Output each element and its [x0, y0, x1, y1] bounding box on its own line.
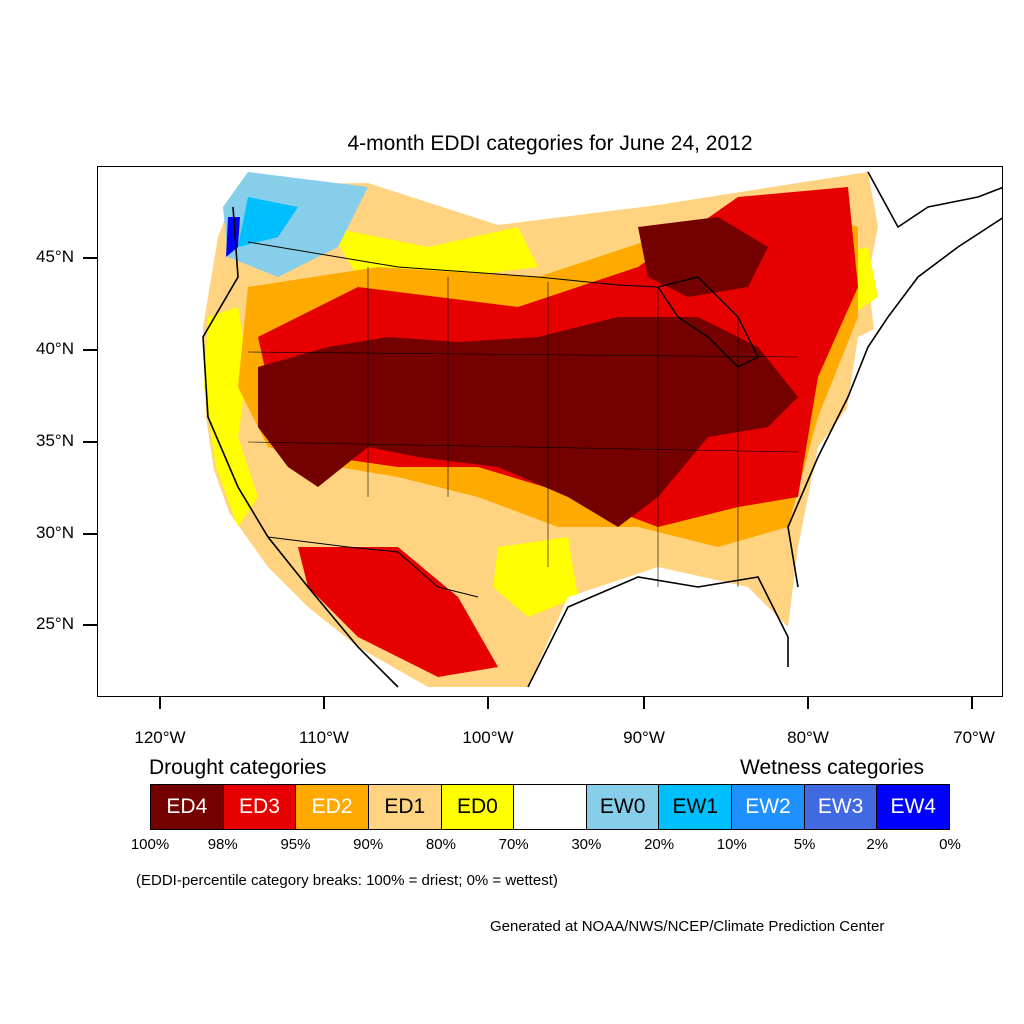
great-lakes-outline	[656, 276, 759, 368]
percentile-label: 30%	[571, 836, 602, 853]
canada-coast	[867, 171, 1002, 229]
percentile-label: 80%	[425, 836, 456, 853]
category-break-note: (EDDI-percentile category breaks: 100% =…	[136, 872, 558, 889]
coastline	[202, 206, 1002, 688]
legend-cell-ew3: EW3	[804, 785, 878, 829]
lon-tick-110	[323, 697, 325, 709]
percentile-label: 100%	[130, 836, 170, 853]
legend-cell-ed0: ED0	[441, 785, 515, 829]
ed4-great-lakes	[638, 217, 768, 297]
lat-tick-30	[83, 533, 97, 535]
state-line-5	[247, 441, 799, 453]
ed4-central	[258, 317, 798, 527]
legend-cell-ed2: ED2	[296, 785, 369, 829]
percentile-label: 20%	[644, 836, 675, 853]
ed3-mexico	[298, 547, 498, 677]
pacific-water	[98, 167, 358, 696]
us-canada-border	[247, 241, 659, 288]
legend-cell-normal	[514, 785, 587, 829]
lon-tick-80	[807, 697, 809, 709]
lat-tick-40	[83, 349, 97, 351]
lat-tick-45	[83, 257, 97, 259]
atlantic-water	[798, 307, 1002, 696]
credit-line: Generated at NOAA/NWS/NCEP/Climate Predi…	[490, 918, 885, 935]
lon-tick-120	[159, 697, 161, 709]
lon-label-70: 70°W	[953, 728, 995, 747]
percentile-label: 70%	[498, 836, 529, 853]
state-line-4	[247, 351, 799, 358]
percentile-label: 95%	[280, 836, 311, 853]
legend-cell-ew4: EW4	[877, 785, 950, 829]
percentile-label: 5%	[793, 836, 816, 853]
lat-label-30: 30°N	[36, 523, 74, 542]
legend-cell-ew1: EW1	[659, 785, 733, 829]
eddi-map-svg	[98, 167, 1002, 696]
ew1-northwest	[238, 197, 298, 247]
map-panel	[97, 166, 1003, 697]
percentile-label: 90%	[353, 836, 384, 853]
lon-tick-90	[643, 697, 645, 709]
ed0-texas	[493, 537, 578, 617]
lon-label-90: 90°W	[623, 728, 665, 747]
legend-cell-ed1: ED1	[368, 785, 442, 829]
percentile-label: 10%	[716, 836, 747, 853]
gulf-water	[528, 577, 798, 696]
map-title: 4-month EDDI categories for June 24, 201…	[347, 132, 753, 155]
us-mexico-border	[267, 536, 479, 598]
lat-label-45: 45°N	[36, 247, 74, 266]
lon-label-120: 120°W	[134, 728, 186, 747]
percentile-label: 98%	[207, 836, 238, 853]
lat-tick-35	[83, 441, 97, 443]
lon-tick-70	[971, 697, 973, 709]
legend-cell-ed3: ED3	[223, 785, 297, 829]
lat-label-40: 40°N	[36, 339, 74, 358]
lon-label-110: 110°W	[299, 728, 349, 747]
legend-cell-ew0: EW0	[586, 785, 660, 829]
lon-label-80: 80°W	[787, 728, 829, 747]
lat-label-35: 35°N	[36, 431, 74, 450]
percentile-label: 2%	[866, 836, 889, 853]
legend-cell-ew2: EW2	[732, 785, 805, 829]
wetness-heading: Wetness categories	[740, 756, 925, 779]
percentile-label: 0%	[939, 836, 961, 853]
drought-heading: Drought categories	[149, 756, 327, 779]
lat-tick-25	[83, 624, 97, 626]
lon-tick-100	[487, 697, 489, 709]
lat-label-25: 25°N	[36, 614, 74, 633]
ew0-northwest	[223, 172, 368, 277]
lon-label-100: 100°W	[462, 728, 514, 747]
legend-cell-ed4: ED4	[151, 785, 224, 829]
category-legend-bar: ED4 ED3 ED2 ED1 ED0 EW0 EW1 EW2 EW3 EW4	[150, 784, 950, 830]
